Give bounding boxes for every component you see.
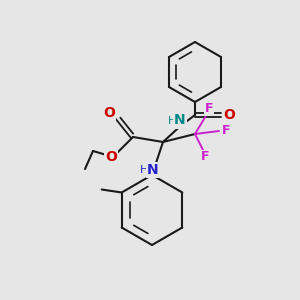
Text: H: H [140,165,148,175]
Text: N: N [147,163,159,177]
Text: H: H [168,116,176,125]
Text: N: N [174,113,186,128]
Text: O: O [103,106,115,120]
Text: F: F [201,151,209,164]
Text: O: O [105,150,117,164]
Text: O: O [223,108,235,122]
Text: F: F [222,124,230,136]
Text: F: F [205,101,213,115]
